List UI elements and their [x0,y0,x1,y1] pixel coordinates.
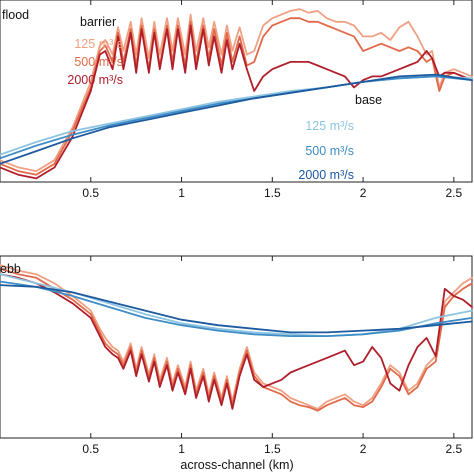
base-legend-entry-2000: 2000 m³/s [298,168,354,182]
flood-series-barrier-2000 [0,24,473,180]
ebb-panel-label: ebb [0,262,21,276]
flood-xticks: 0.5 1 1.5 2 2.5 [82,0,463,200]
ebb-xtick-label: 1 [178,442,185,456]
ebb-panel: 0.5 1 1.5 2 2.5 ebb across-channel (km) [0,255,473,472]
flood-series-base-2000 [0,73,473,165]
ebb-series-base-2000 [0,284,473,334]
flood-xtick-label: 0.5 [82,186,99,200]
barrier-legend-title: barrier [80,15,116,29]
ebb-series-group [0,264,473,412]
ebb-series-base-500 [0,280,473,337]
barrier-legend-entry-2000: 2000 m³/s [67,73,123,87]
ebb-xtick-label: 2.5 [446,442,463,456]
flood-series-base-500 [0,75,473,160]
flood-series-base-125 [0,75,473,156]
ebb-xticks: 0.5 1 1.5 2 2.5 [82,256,463,456]
base-legend-title: base [355,93,382,107]
barrier-legend-entry-500: 500 m³/s [74,55,123,69]
ebb-panel-frame [0,255,473,439]
flood-panel: 0.5 1 1.5 2 2.5 flood barrier 125 m³/s 500 m… [0,0,473,200]
flood-series-group [0,8,473,180]
ebb-xtick-label: 0.5 [82,442,99,456]
base-legend-entry-500: 500 m³/s [305,144,354,158]
flood-xtick-label: 2 [360,186,367,200]
barrier-legend: barrier 125 m³/s 500 m³/s 2000 m³/s [67,15,123,87]
flood-panel-label: flood [2,8,29,22]
ebb-xtick-label: 1.5 [264,442,281,456]
flood-panel-frame [0,0,473,183]
flood-xtick-label: 1 [178,186,185,200]
base-legend: base 125 m³/s 500 m³/s 2000 m³/s [298,93,382,182]
barrier-legend-entry-125: 125 m³/s [74,37,123,51]
flood-xtick-label: 1.5 [264,186,281,200]
base-legend-entry-125: 125 m³/s [305,119,354,133]
ebb-series-barrier-2000 [0,273,473,410]
flood-xtick-label: 2.5 [446,186,463,200]
x-axis-label: across-channel (km) [180,458,293,472]
ebb-xtick-label: 2 [360,442,367,456]
flood-series-barrier-125 [0,8,473,172]
